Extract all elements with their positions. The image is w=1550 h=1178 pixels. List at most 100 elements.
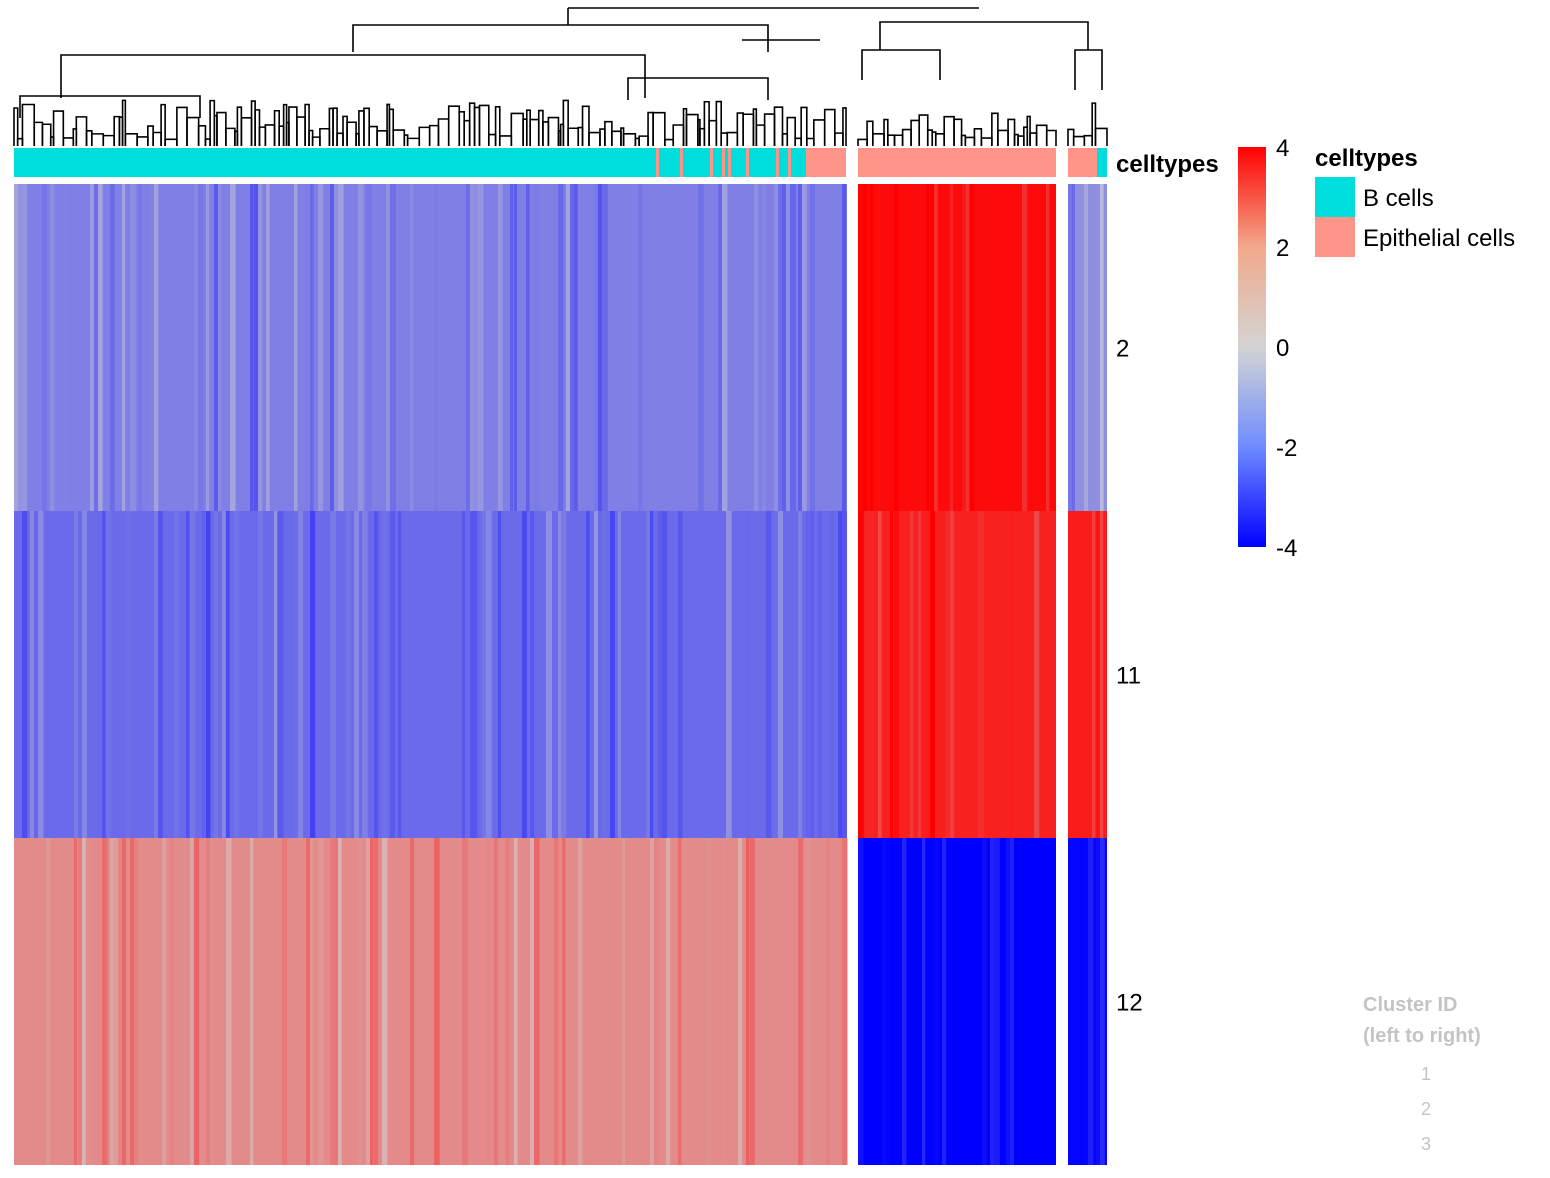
- heatmap-column-stripe: [646, 511, 651, 838]
- heatmap-column-stripe: [1026, 511, 1030, 838]
- heatmap-column-stripe: [930, 184, 936, 511]
- column-dendrogram: [13, 7, 1108, 146]
- heatmap-column-stripe: [754, 184, 759, 511]
- heatmap-column-stripe: [826, 838, 831, 1165]
- dendrogram-branch: [964, 136, 976, 146]
- heatmap-column-stripe: [982, 838, 987, 1165]
- dendrogram-branch: [1026, 115, 1031, 146]
- heatmap-column-stripe: [190, 511, 196, 838]
- dendrogram-branch: [742, 113, 755, 146]
- dendrogram-branch: [901, 128, 912, 146]
- heatmap-column-stripe: [830, 511, 835, 838]
- legend-swatch-epithelial-cells: [1315, 217, 1355, 257]
- heatmap-column-stripe: [778, 511, 784, 838]
- cluster-legend-item: 1: [1421, 1064, 1431, 1084]
- heatmap-column-stripe: [1034, 511, 1040, 838]
- dendrogram-branch: [346, 121, 357, 146]
- heatmap-column-stripe: [306, 838, 312, 1165]
- dendrogram-branch: [368, 125, 378, 146]
- cluster-legend-title: Cluster ID: [1363, 994, 1457, 1016]
- heatmap-column-stripe: [922, 511, 928, 838]
- dendrogram-branch: [176, 106, 188, 146]
- heatmap-column-stripe: [978, 511, 984, 838]
- heatmap-column-stripe: [810, 511, 814, 838]
- heatmap-column-stripe: [698, 184, 704, 511]
- dendrogram-branch: [562, 99, 569, 146]
- heatmap-column-stripe: [42, 184, 48, 511]
- heatmap-column-stripe: [318, 838, 324, 1165]
- heatmap-column-stripe: [130, 838, 135, 1165]
- dendrogram-branch: [1091, 102, 1097, 146]
- heatmap-column-stripe: [786, 184, 792, 511]
- heatmap-column-stripe: [226, 511, 230, 838]
- heatmap-column-stripe: [222, 511, 226, 838]
- dendrogram-branch: [216, 111, 227, 146]
- heatmap-column-stripe: [78, 838, 84, 1165]
- heatmap-column-stripe: [1026, 838, 1032, 1165]
- heatmap-column-stripe: [654, 511, 658, 838]
- heatmap-column-stripe: [1096, 511, 1102, 838]
- dendrogram-branch: [800, 106, 808, 146]
- annotation-label: celltypes: [1116, 151, 1219, 178]
- dendrogram-branch: [510, 112, 524, 146]
- dendrogram-branch: [542, 121, 550, 146]
- dendrogram-branch: [943, 115, 955, 146]
- heatmap-column-stripe: [346, 511, 351, 838]
- heatmap-column-stripe: [798, 511, 803, 838]
- dendrogram-branch: [672, 124, 685, 146]
- heatmap-column-stripe: [50, 184, 55, 511]
- heatmap-column-stripe: [206, 184, 210, 511]
- dendrogram-branch: [794, 137, 802, 146]
- heatmap-column-stripe: [90, 184, 94, 511]
- heatmap-column-stripe: [206, 838, 212, 1165]
- heatmap-column-stripe: [410, 838, 416, 1165]
- dendrogram-branch: [41, 123, 52, 146]
- dendrogram-branch: [842, 107, 847, 146]
- dendrogram-branch: [953, 118, 963, 146]
- heatmap-column-stripe: [870, 184, 874, 511]
- heatmap-column-stripe: [934, 838, 939, 1165]
- heatmap-column-stripe: [1092, 511, 1096, 838]
- dendrogram-branch: [813, 119, 826, 146]
- heatmap-column-stripe: [1088, 838, 1094, 1165]
- heatmap-column-stripe: [486, 511, 492, 838]
- heatmap-column-stripe: [330, 838, 336, 1165]
- dendrogram-branch: [611, 130, 622, 146]
- heatmap-column-stripe: [618, 511, 622, 838]
- dendrogram-branch: [428, 124, 440, 146]
- legend-label-b-cells: B cells: [1363, 185, 1434, 212]
- heatmap-column-stripe: [562, 838, 566, 1165]
- dendrogram-branch: [447, 105, 461, 146]
- heatmap-column-stripe: [594, 184, 598, 511]
- dendrogram-branch: [883, 118, 889, 146]
- dendrogram-branch: [627, 77, 769, 100]
- heatmap-column-stripe: [530, 511, 535, 838]
- color-scale-tick: -2: [1276, 435, 1297, 462]
- dendrogram-branch: [786, 116, 796, 146]
- dendrogram-branch: [773, 106, 784, 146]
- row-label: 2: [1116, 336, 1129, 363]
- heatmap-column-stripe: [154, 184, 159, 511]
- heatmap-column-stripe: [494, 838, 498, 1165]
- heatmap-column-stripe: [950, 511, 955, 838]
- heatmap-column-stripe: [842, 511, 847, 838]
- heatmap-column-stripe: [1010, 511, 1014, 838]
- heatmap-column-stripe: [514, 838, 518, 1165]
- dendrogram-branch: [91, 133, 105, 146]
- heatmap-column-stripe: [486, 838, 491, 1165]
- heatmap-column-stripe: [498, 184, 503, 511]
- heatmap-column-stripe: [962, 184, 967, 511]
- heatmap-column-stripe: [858, 838, 864, 1165]
- annotation-segment: [858, 148, 1056, 177]
- dendrogram-branch: [336, 132, 344, 146]
- heatmap-column-stripe: [910, 511, 914, 838]
- heatmap-column-stripe: [466, 184, 471, 511]
- heatmap-column-stripe: [598, 184, 603, 511]
- heatmap-column-stripe: [750, 838, 755, 1165]
- heatmap-column-stripe: [530, 838, 535, 1165]
- annotation-stripe: [722, 148, 725, 177]
- heatmap-column-stripe: [746, 838, 750, 1165]
- dendrogram-branch: [529, 118, 540, 146]
- heatmap-column-stripe: [1046, 184, 1050, 511]
